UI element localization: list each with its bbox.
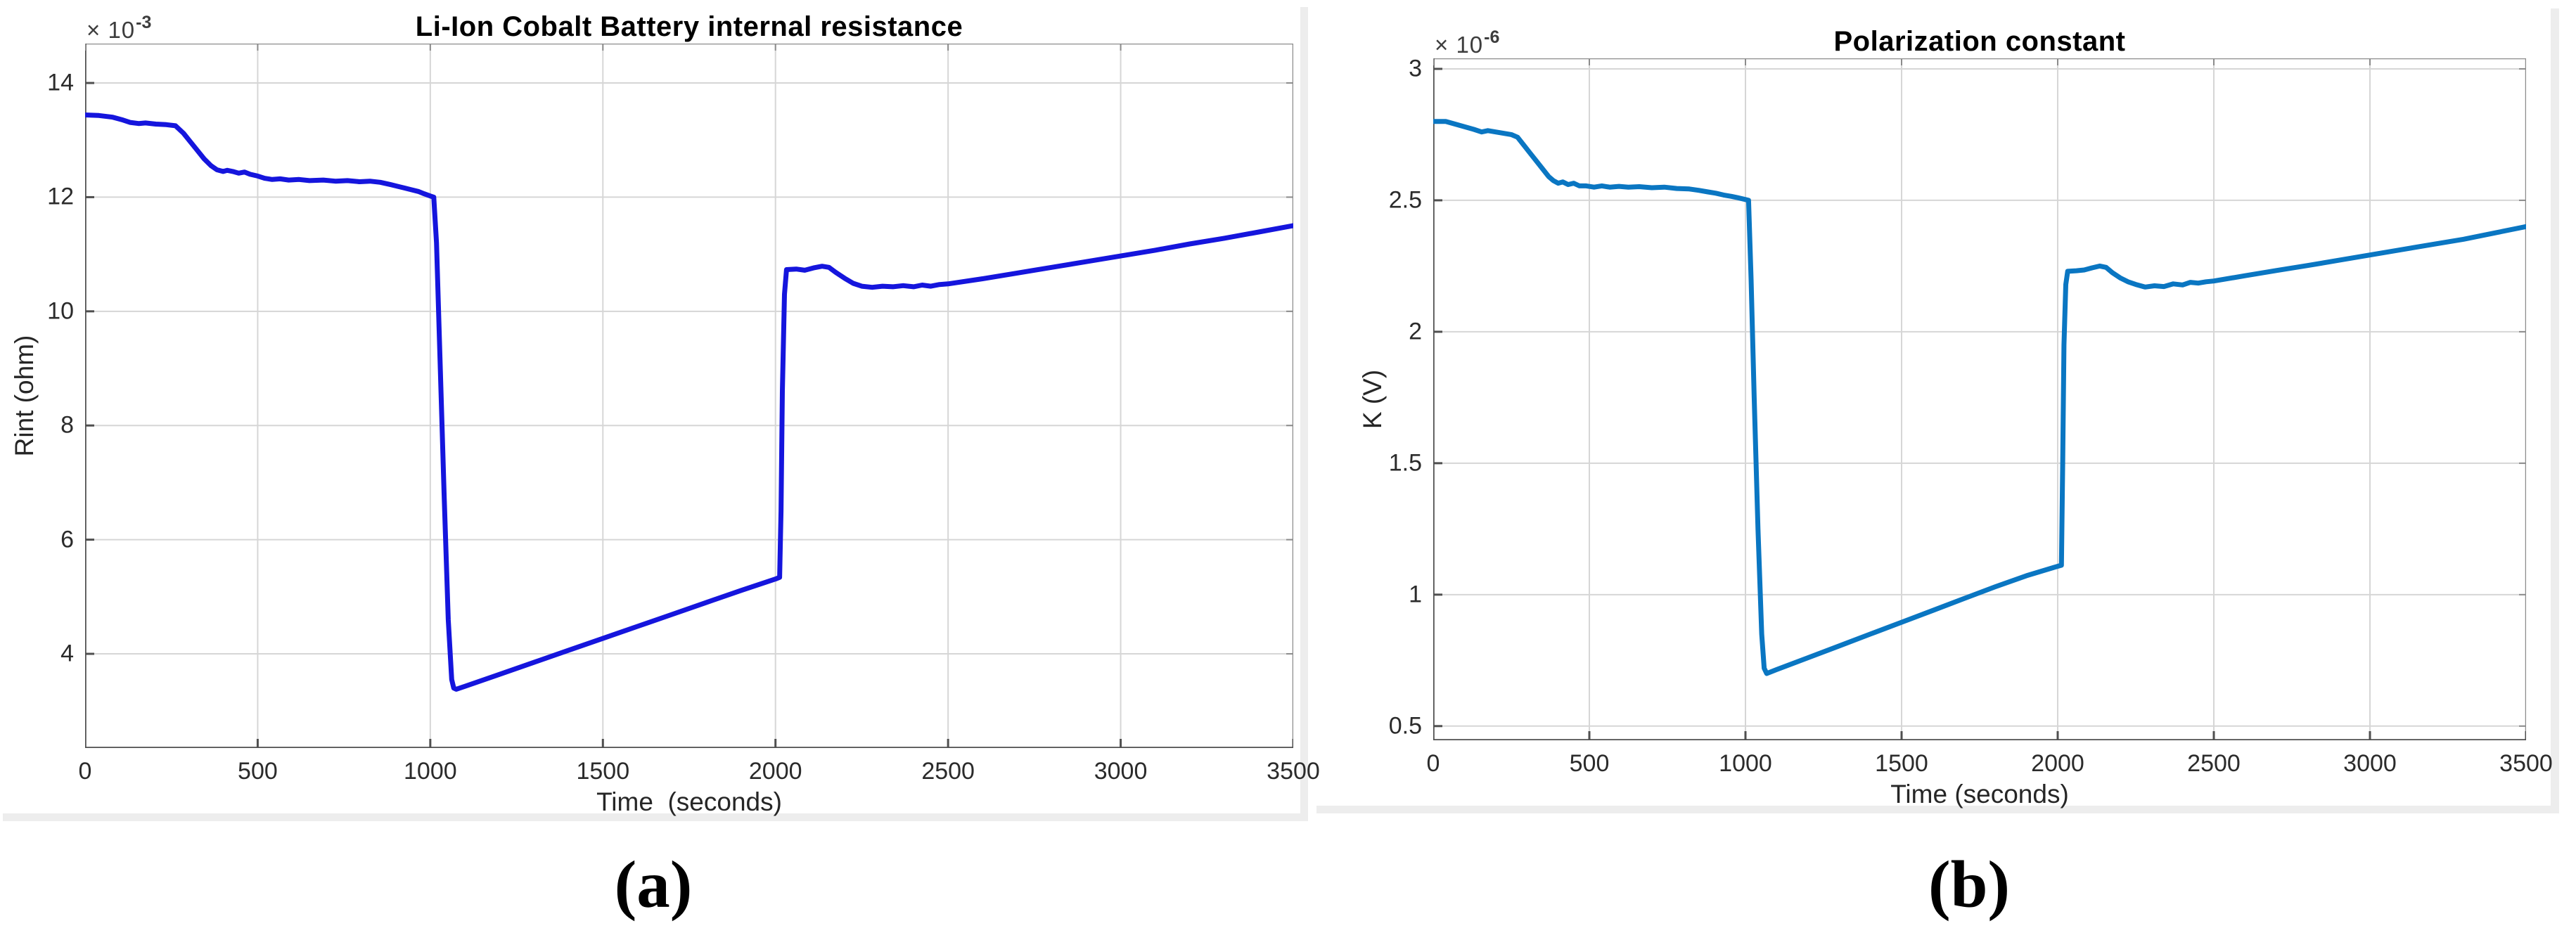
plot-area-b [1433,58,2526,740]
x-tick-label: 3500 [1267,758,1320,785]
y-tick-label: 0.5 [1388,712,1422,740]
x-axis-label-b: Time (seconds) [1890,780,2069,808]
figure-b-right-edge [2551,8,2559,813]
y-tick-label: 12 [47,183,74,210]
x-tick-label: 3000 [2343,750,2397,777]
y-tick-label: 10 [47,297,74,325]
data-line-b [1433,119,2526,676]
scale-exponent: -6 [1484,27,1500,47]
y-tick-label: 4 [60,640,74,667]
subfigure-caption-a: (a) [614,847,693,922]
x-tick-label: 1500 [576,758,630,785]
y-tick-label: 1 [1409,581,1422,608]
y-axis-label-a: Rint (ohm) [10,335,39,457]
x-tick-label: 500 [238,758,278,785]
y-tick-label: 1.5 [1388,449,1422,477]
x-tick-label: 1000 [1719,750,1772,777]
subfigure-caption-b: (b) [1928,847,2011,922]
figure-b-bottom-edge [1316,806,2559,813]
y-tick-label: 2.5 [1388,186,1422,214]
scale-exponent: -3 [136,13,152,32]
x-tick-label: 2000 [748,758,802,785]
x-tick-label: 2000 [2031,750,2084,777]
data-line-a [85,112,1293,692]
y-axis-scale-label-a: × 10-3 [86,13,152,44]
y-tick-label: 14 [47,69,74,96]
x-tick-label: 1500 [1875,750,1928,777]
x-tick-label: 0 [1426,750,1440,777]
figure-a-right-edge [1300,7,1308,821]
x-tick-label: 2500 [2187,750,2241,777]
x-tick-label: 3000 [1094,758,1148,785]
x-tick-label: 3500 [2499,750,2553,777]
x-axis-label-a: Time (seconds) [596,787,782,816]
y-axis-label-b: K (V) [1358,369,1387,430]
plot-area-a [85,44,1293,748]
y-tick-label: 6 [60,526,74,553]
chart-title-a: Li-Ion Cobalt Battery internal resistanc… [415,11,963,42]
figure-a-bottom-edge [3,813,1308,821]
y-tick-label: 2 [1409,318,1422,345]
y-tick-label: 3 [1409,55,1422,82]
x-tick-label: 0 [78,758,92,785]
scale-base: × 10 [1435,32,1484,58]
y-axis-scale-label-b: × 10-6 [1435,27,1500,58]
y-tick-label: 8 [60,411,74,439]
scale-base: × 10 [86,17,136,43]
chart-title-b: Polarization constant [1833,26,2126,57]
x-tick-label: 1000 [404,758,457,785]
x-tick-label: 500 [1569,750,1610,777]
x-tick-label: 2500 [921,758,975,785]
